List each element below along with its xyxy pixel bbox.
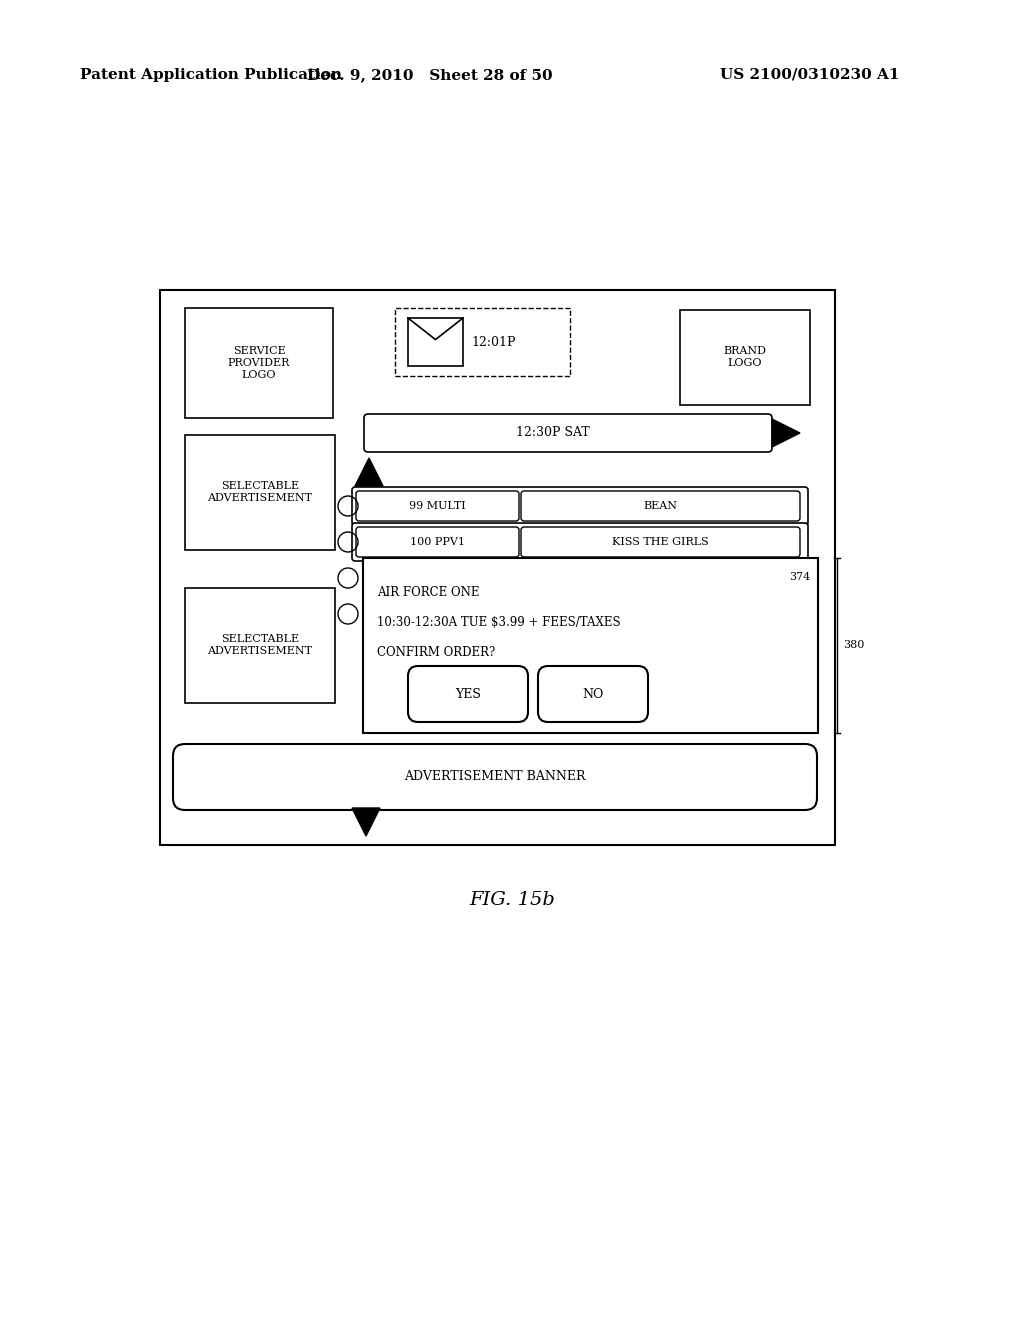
- Text: BRAND
LOGO: BRAND LOGO: [724, 346, 767, 368]
- FancyBboxPatch shape: [521, 527, 800, 557]
- Text: ADVERTISEMENT BANNER: ADVERTISEMENT BANNER: [404, 771, 586, 784]
- FancyBboxPatch shape: [356, 491, 519, 521]
- FancyBboxPatch shape: [364, 414, 772, 451]
- Text: KISS THE GIRLS: KISS THE GIRLS: [611, 537, 709, 546]
- Text: NO: NO: [583, 688, 604, 701]
- Text: 374: 374: [788, 572, 810, 582]
- Bar: [185, 308, 333, 418]
- FancyBboxPatch shape: [352, 487, 808, 525]
- Text: SERVICE
PROVIDER
LOGO: SERVICE PROVIDER LOGO: [227, 346, 290, 380]
- Bar: [680, 310, 810, 405]
- Text: Dec. 9, 2010   Sheet 28 of 50: Dec. 9, 2010 Sheet 28 of 50: [307, 69, 553, 82]
- FancyBboxPatch shape: [356, 527, 519, 557]
- FancyBboxPatch shape: [408, 667, 528, 722]
- FancyBboxPatch shape: [521, 491, 800, 521]
- Text: SELECTABLE
ADVERTISEMENT: SELECTABLE ADVERTISEMENT: [208, 482, 312, 503]
- Polygon shape: [355, 458, 383, 486]
- Text: 12:30P SAT: 12:30P SAT: [516, 426, 590, 440]
- Bar: [395, 308, 570, 376]
- Text: FIG. 15b: FIG. 15b: [469, 891, 555, 909]
- Text: AIR FORCE ONE: AIR FORCE ONE: [377, 586, 479, 599]
- Text: 380: 380: [843, 640, 864, 649]
- FancyBboxPatch shape: [538, 667, 648, 722]
- Text: 100 PPV1: 100 PPV1: [410, 537, 465, 546]
- Text: BEAN: BEAN: [643, 502, 677, 511]
- Bar: [185, 436, 335, 550]
- Polygon shape: [352, 808, 380, 836]
- Text: Patent Application Publication: Patent Application Publication: [80, 69, 342, 82]
- Text: 10:30-12:30A TUE $3.99 + FEES/TAXES: 10:30-12:30A TUE $3.99 + FEES/TAXES: [377, 616, 621, 630]
- FancyBboxPatch shape: [173, 744, 817, 810]
- Text: SELECTABLE
ADVERTISEMENT: SELECTABLE ADVERTISEMENT: [208, 634, 312, 656]
- Bar: [408, 318, 463, 366]
- Polygon shape: [772, 418, 800, 447]
- Text: 99 MULTI: 99 MULTI: [409, 502, 465, 511]
- Bar: [362, 558, 818, 733]
- Text: CONFIRM ORDER?: CONFIRM ORDER?: [377, 645, 496, 659]
- Text: YES: YES: [455, 688, 481, 701]
- Text: US 2100/0310230 A1: US 2100/0310230 A1: [721, 69, 900, 82]
- Bar: [185, 587, 335, 704]
- Text: 12:01P: 12:01P: [471, 335, 515, 348]
- FancyBboxPatch shape: [352, 523, 808, 561]
- Bar: [160, 290, 835, 845]
